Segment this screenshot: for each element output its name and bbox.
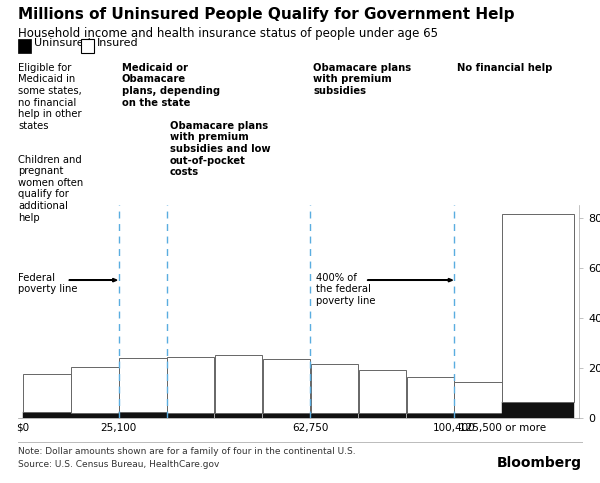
Text: Children and
pregnant
women often
qualify for
additional
help: Children and pregnant women often qualif…	[18, 155, 83, 223]
Bar	[71, 413, 119, 418]
Bar	[359, 370, 406, 413]
Bar	[311, 364, 358, 413]
Text: Bloomberg: Bloomberg	[497, 456, 582, 470]
Text: Household income and health insurance status of people under age 65: Household income and health insurance st…	[18, 27, 438, 40]
Text: Uninsured: Uninsured	[34, 39, 91, 48]
Bar	[502, 214, 574, 401]
Bar	[215, 413, 262, 418]
Bar	[454, 382, 502, 413]
Bar	[263, 359, 310, 413]
Bar	[167, 413, 214, 418]
Bar	[119, 358, 167, 412]
Bar	[311, 413, 358, 418]
Bar	[119, 412, 167, 418]
Bar	[215, 355, 262, 413]
Text: Millions of Uninsured People Qualify for Government Help: Millions of Uninsured People Qualify for…	[18, 7, 515, 22]
Bar	[23, 412, 71, 418]
Text: 400% of
the federal
poverty line: 400% of the federal poverty line	[316, 273, 376, 306]
Bar	[263, 413, 310, 418]
Bar	[502, 401, 574, 418]
Text: Obamacare plans
with premium
subsidies: Obamacare plans with premium subsidies	[313, 63, 412, 96]
Bar	[167, 356, 214, 413]
Bar	[23, 374, 71, 412]
Text: Eligible for
Medicaid in
some states,
no financial
help in other
states: Eligible for Medicaid in some states, no…	[18, 63, 82, 131]
Text: Obamacare plans
with premium
subsidies and low
out-of-pocket
costs: Obamacare plans with premium subsidies a…	[170, 121, 270, 177]
Text: Medicaid or
Obamacare
plans, depending
on the state: Medicaid or Obamacare plans, depending o…	[122, 63, 220, 108]
Bar	[359, 413, 406, 418]
Text: Source: U.S. Census Bureau, HealthCare.gov: Source: U.S. Census Bureau, HealthCare.g…	[18, 460, 220, 469]
Bar	[407, 377, 454, 413]
Text: Federal
poverty line: Federal poverty line	[18, 273, 77, 295]
Text: Insured: Insured	[97, 39, 138, 48]
Text: Note: Dollar amounts shown are for a family of four in the continental U.S.: Note: Dollar amounts shown are for a fam…	[18, 447, 356, 456]
Bar	[454, 413, 502, 418]
Bar	[71, 367, 119, 413]
Text: No financial help: No financial help	[457, 63, 553, 73]
Bar	[407, 413, 454, 418]
